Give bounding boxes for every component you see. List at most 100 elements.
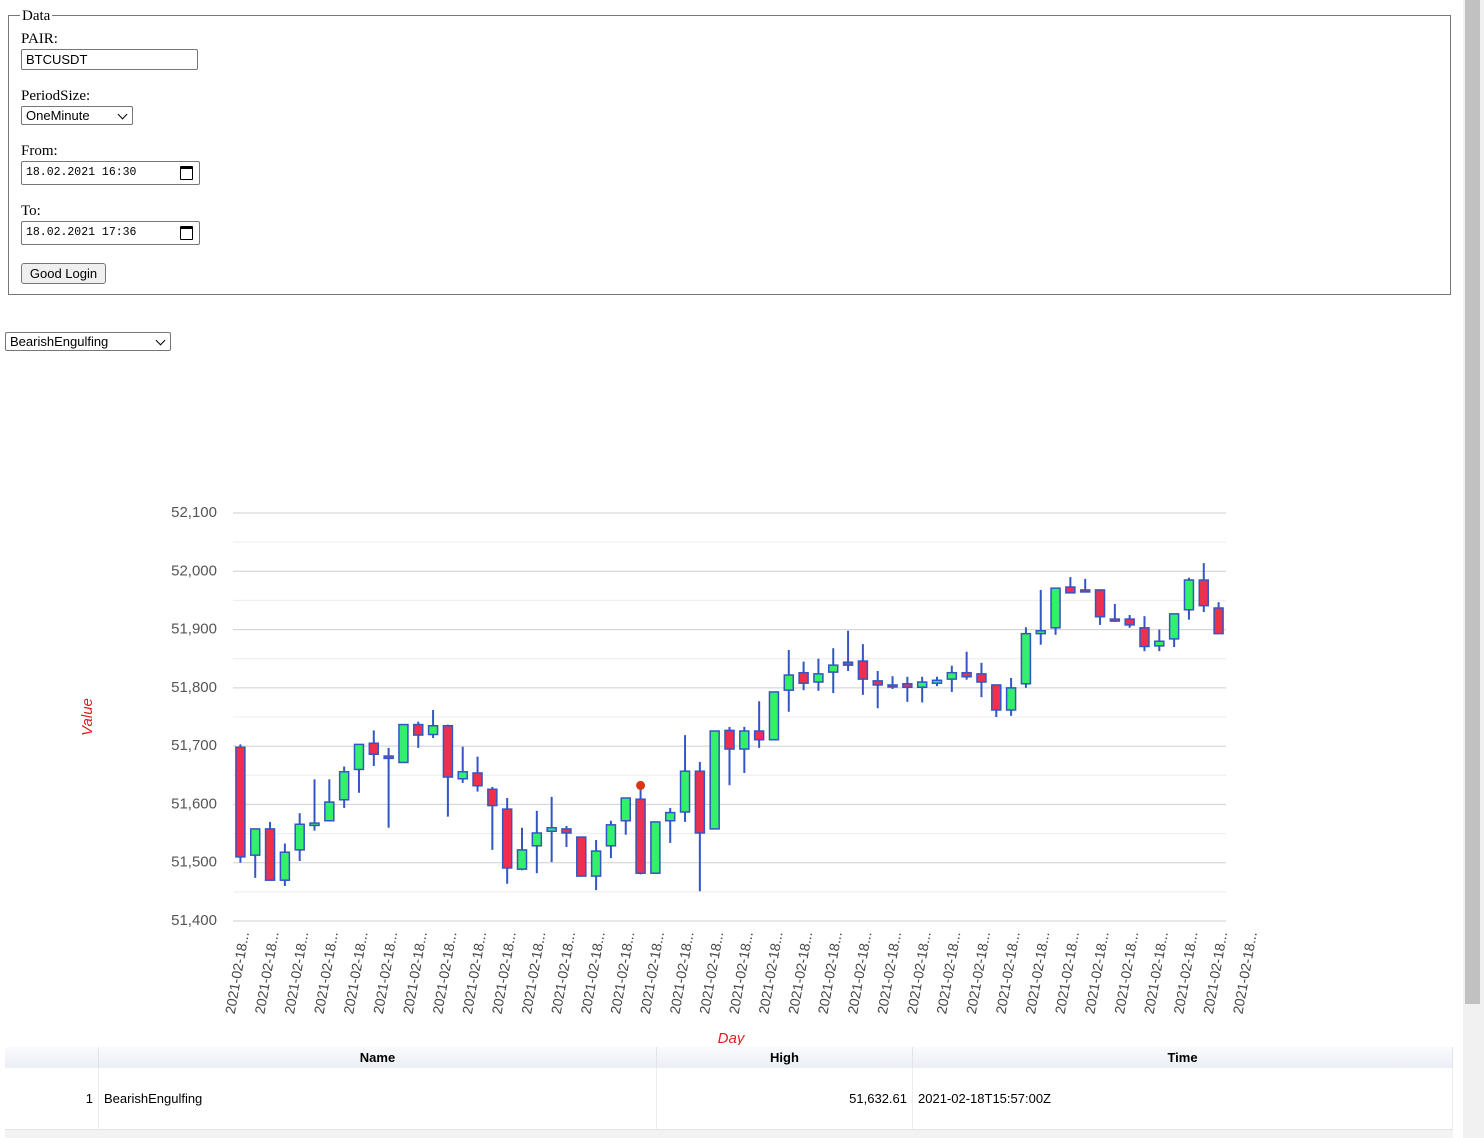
x-tick-label: 2021-02-18... (577, 930, 607, 1015)
x-tick-label: 2021-02-18... (1230, 930, 1260, 1015)
candle-body (739, 730, 750, 750)
x-axis-title: Day (718, 1030, 746, 1045)
text-input[interactable]: BTCUSDT (21, 49, 198, 70)
x-tick-label: 2021-02-18... (1022, 930, 1052, 1015)
legend: Data (20, 8, 53, 25)
candle-body (413, 723, 424, 736)
y-tick-label: 52,100 (171, 504, 217, 521)
date-input[interactable]: 18.02.2021 17:36 (21, 221, 200, 245)
candle-body (501, 808, 513, 869)
y-tick-label: 51,600 (171, 795, 217, 812)
candle-body (249, 828, 261, 856)
candle-body (872, 680, 883, 686)
candle-body (442, 724, 454, 778)
x-tick-label: 2021-02-18... (1111, 930, 1141, 1015)
table-cell: 51,632.61 (657, 1068, 913, 1130)
table-cell: 2021-02-18T15:57:00Z (913, 1068, 1453, 1130)
y-axis-title: Value (79, 698, 96, 736)
button[interactable]: Good Login (21, 263, 106, 284)
candle-body (694, 770, 706, 834)
x-tick-label: 2021-02-18... (429, 930, 459, 1015)
y-tick-label: 52,000 (171, 562, 217, 579)
candle-body (1035, 629, 1046, 635)
x-tick-label: 2021-02-18... (459, 930, 489, 1015)
y-tick-label: 51,400 (171, 912, 217, 929)
candle-body (857, 660, 869, 680)
candle-body (946, 671, 958, 680)
candle-body (353, 743, 365, 771)
x-tick-label: 2021-02-18... (666, 930, 696, 1015)
label: From: (21, 143, 58, 159)
dropdown[interactable]: OneMinute (21, 106, 133, 125)
candle-body (398, 723, 409, 764)
x-tick-label: 2021-02-18... (518, 930, 548, 1015)
candle-body (531, 832, 543, 847)
x-tick-label: 2021-02-18... (1141, 930, 1171, 1015)
candle-body (368, 742, 380, 756)
candle-body (827, 664, 839, 673)
x-tick-label: 2021-02-18... (815, 930, 845, 1015)
candle-body (635, 798, 646, 874)
candle-body (753, 730, 765, 741)
candle-body (1139, 627, 1150, 648)
candle-body (798, 671, 809, 684)
x-tick-label: 2021-02-18... (1052, 930, 1082, 1015)
x-tick-label: 2021-02-18... (637, 930, 667, 1015)
x-tick-label: 2021-02-18... (400, 930, 430, 1015)
candle-body (1168, 613, 1180, 640)
candle-body (1094, 589, 1106, 618)
x-tick-label: 2021-02-18... (874, 930, 904, 1015)
label: To: (21, 203, 41, 219)
candle-body (338, 771, 350, 801)
y-tick-label: 51,900 (171, 621, 217, 638)
candle-body (664, 811, 676, 822)
x-tick-label: 2021-02-18... (489, 930, 519, 1015)
candle-body (1213, 607, 1224, 635)
dropdown-value: OneMinute (26, 108, 90, 123)
x-tick-label: 2021-02-18... (370, 930, 400, 1015)
candle-body (309, 822, 320, 827)
candle-body (457, 771, 468, 780)
candle-body (931, 679, 943, 684)
candle-body (516, 849, 528, 870)
candle-body (561, 828, 572, 834)
candle-body (590, 850, 602, 877)
table-row (5, 1130, 1453, 1138)
candle-body (383, 755, 394, 760)
candle-body (620, 797, 632, 822)
candle-body (916, 681, 928, 689)
x-tick-label: 2021-02-18... (251, 930, 281, 1015)
x-tick-label: 2021-02-18... (607, 930, 637, 1015)
candle-body (709, 730, 720, 830)
candle-body (294, 823, 305, 851)
candle-body (1198, 579, 1210, 607)
candle-body (813, 673, 824, 683)
x-tick-label: 2021-02-18... (696, 930, 726, 1015)
dropdown-value: BearishEngulfing (10, 334, 109, 349)
pattern-marker (636, 780, 646, 790)
date-value: 18.02.2021 17:36 (26, 226, 137, 239)
candle-body (1124, 618, 1135, 626)
scrollbar-thumb[interactable] (1465, 0, 1480, 1004)
table-cell: 1 (5, 1068, 99, 1130)
candle-body (1020, 632, 1032, 685)
y-tick-label: 51,700 (171, 737, 217, 754)
table-cell: BearishEngulfing (99, 1068, 657, 1130)
x-tick-label: 2021-02-18... (1081, 930, 1111, 1015)
x-tick-label: 2021-02-18... (1200, 930, 1230, 1015)
candle-body (264, 828, 276, 881)
x-tick-label: 2021-02-18... (1170, 930, 1200, 1015)
x-tick-label: 2021-02-18... (785, 930, 815, 1015)
date-input[interactable]: 18.02.2021 16:30 (21, 161, 200, 185)
pattern-dropdown[interactable]: BearishEngulfing (5, 332, 171, 351)
candle-body (1183, 579, 1195, 611)
candle-body (976, 673, 987, 683)
label: PAIR: (21, 31, 58, 47)
candle-body (576, 836, 587, 877)
candle-body (324, 801, 335, 822)
candle-body (724, 729, 735, 750)
table-header-cell (5, 1047, 99, 1068)
candle-body (887, 684, 898, 688)
x-tick-label: 2021-02-18... (311, 930, 341, 1015)
